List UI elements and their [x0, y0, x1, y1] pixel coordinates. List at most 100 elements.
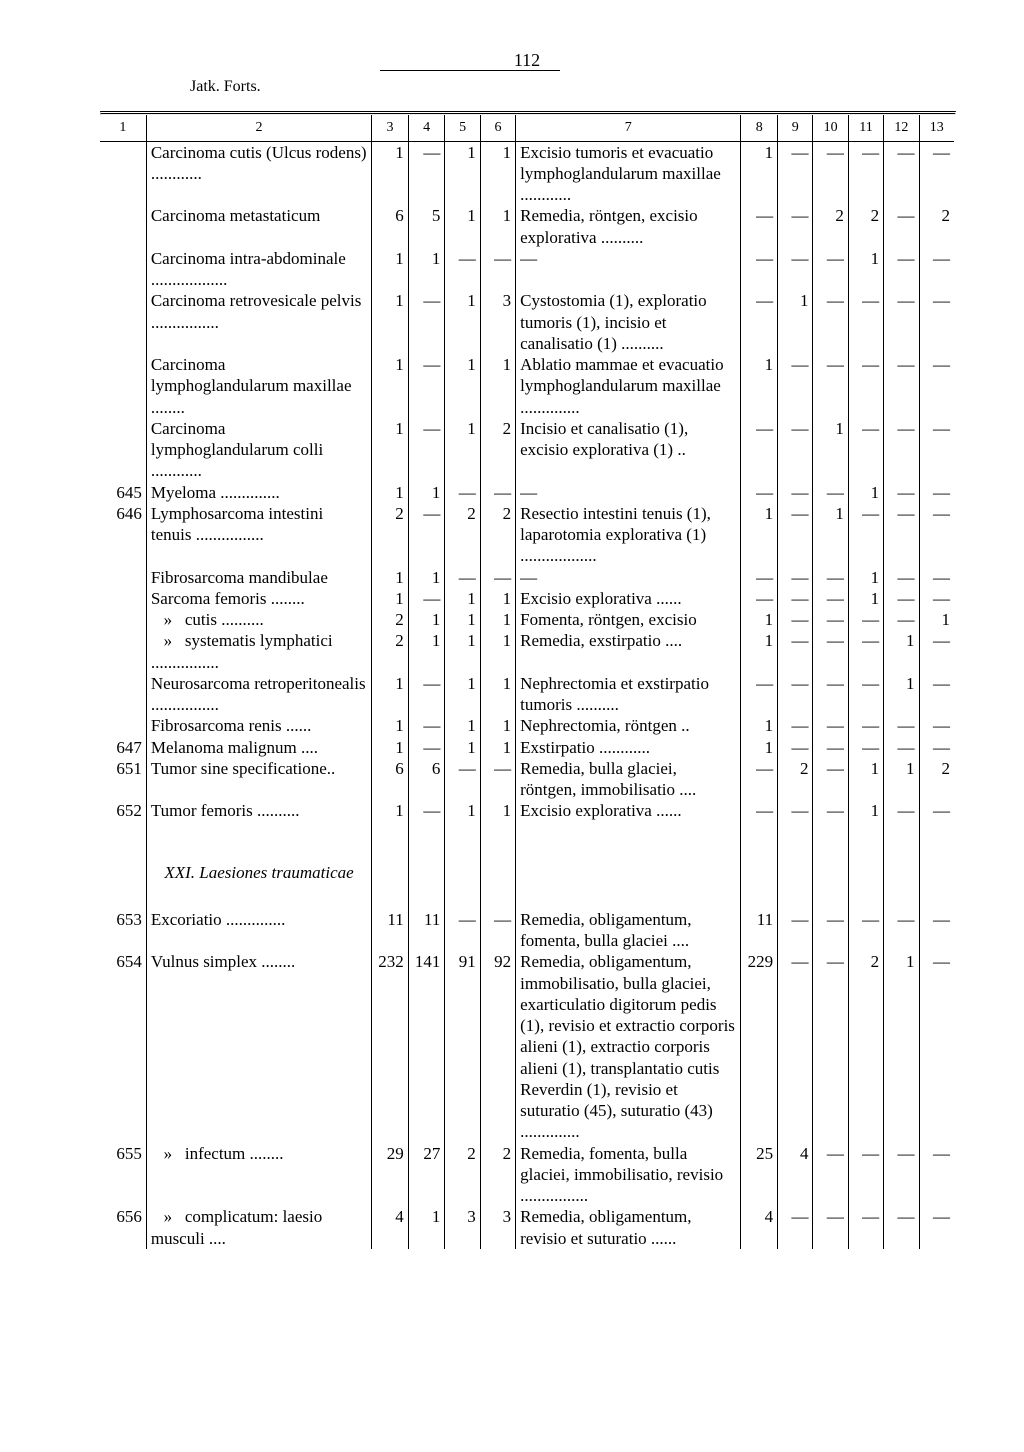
cell: — [408, 588, 445, 609]
table-head: 12345678910111213 [100, 115, 954, 141]
cell: — [778, 418, 813, 482]
cell: — [813, 588, 848, 609]
cell: — [778, 909, 813, 952]
page-number: 112 [100, 50, 954, 71]
cell: Carcinoma intra-abdominale .............… [146, 248, 371, 291]
table-row: 654Vulnus simplex ........2321419192Reme… [100, 951, 954, 1142]
cell: 1 [813, 503, 848, 567]
cell: 1 [480, 800, 515, 821]
table-row: 647Melanoma malignum ....1—11Exstirpatio… [100, 737, 954, 758]
cell: 2 [372, 503, 409, 567]
col-12: 12 [884, 115, 919, 141]
continuation-label: Jatk. Forts. [190, 78, 261, 96]
cell: Remedia, röntgen, excisio explorativa ..… [516, 205, 741, 248]
cell: 1 [372, 482, 409, 503]
table-row: Fibrosarcoma mandibulae11——————1—— [100, 567, 954, 588]
section-row: XXI. Laesiones traumaticae [100, 862, 954, 883]
cell: 1 [848, 758, 883, 801]
cell: — [884, 609, 919, 630]
cell: Nephrectomia et exstirpatio tumoris ....… [516, 673, 741, 716]
cell: Excisio explorativa ...... [516, 588, 741, 609]
cell: 1 [408, 609, 445, 630]
cell: Remedia, obligamentum, immobilisatio, bu… [516, 951, 741, 1142]
cell [100, 141, 146, 205]
cell: — [778, 737, 813, 758]
cell: — [445, 567, 480, 588]
cell: — [884, 800, 919, 821]
cell: 4 [741, 1206, 778, 1249]
cell: 655 [100, 1143, 146, 1207]
cell: — [778, 248, 813, 291]
cell: 2 [848, 951, 883, 1142]
cell: — [813, 951, 848, 1142]
cell: Fibrosarcoma renis ...... [146, 715, 371, 736]
cell: » cutis .......... [146, 609, 371, 630]
cell: — [848, 1143, 883, 1207]
cell: — [480, 482, 515, 503]
cell: — [919, 503, 954, 567]
cell [100, 290, 146, 354]
cell: 2 [480, 1143, 515, 1207]
cell: 1 [445, 354, 480, 418]
cell: 2 [372, 630, 409, 673]
cell: Lymphosarcoma intestini tenuis .........… [146, 503, 371, 567]
cell: 1 [372, 715, 409, 736]
cell: — [919, 909, 954, 952]
col-9: 9 [778, 115, 813, 141]
cell: — [884, 737, 919, 758]
cell: — [884, 418, 919, 482]
cell: 2 [813, 205, 848, 248]
cell: — [848, 715, 883, 736]
cell: 645 [100, 482, 146, 503]
cell: 6 [372, 205, 409, 248]
cell: 1 [408, 482, 445, 503]
cell: — [741, 205, 778, 248]
cell: 1 [741, 609, 778, 630]
cell: — [848, 1206, 883, 1249]
cell: 1 [372, 354, 409, 418]
cell: 92 [480, 951, 515, 1142]
cell [100, 418, 146, 482]
cell: 1 [445, 141, 480, 205]
col-8: 8 [741, 115, 778, 141]
cell: — [516, 248, 741, 291]
cell: Remedia, obligamentum, fomenta, bulla gl… [516, 909, 741, 952]
cell: — [919, 673, 954, 716]
cell: 3 [445, 1206, 480, 1249]
cell: Carcinoma metastaticum [146, 205, 371, 248]
cell: — [813, 737, 848, 758]
cell: — [445, 758, 480, 801]
cell: Fibrosarcoma mandibulae [146, 567, 371, 588]
cell: 1 [741, 715, 778, 736]
cell: 1 [372, 567, 409, 588]
cell: 1 [480, 737, 515, 758]
cell: — [813, 630, 848, 673]
cell: — [778, 951, 813, 1142]
table-row: 653Excoriatio ..............1111——Remedi… [100, 909, 954, 952]
cell: 1 [445, 630, 480, 673]
cell: Vulnus simplex ........ [146, 951, 371, 1142]
cell: 656 [100, 1206, 146, 1249]
cell: 1 [372, 800, 409, 821]
cell: — [848, 737, 883, 758]
cell: 2 [445, 1143, 480, 1207]
cell: — [516, 567, 741, 588]
cell: 1 [445, 418, 480, 482]
cell: — [919, 141, 954, 205]
cell: — [884, 503, 919, 567]
cell: Cystostomia (1), exploratio tumoris (1),… [516, 290, 741, 354]
cell: — [848, 909, 883, 952]
col-13: 13 [919, 115, 954, 141]
cell: 1 [445, 737, 480, 758]
cell: 1 [919, 609, 954, 630]
cell: — [813, 248, 848, 291]
cell: 1 [372, 418, 409, 482]
cell: — [919, 290, 954, 354]
cell: — [813, 673, 848, 716]
cell: — [408, 715, 445, 736]
cell [100, 588, 146, 609]
cell: Myeloma .............. [146, 482, 371, 503]
cell: 1 [813, 418, 848, 482]
cell: — [848, 418, 883, 482]
cell: — [884, 1206, 919, 1249]
